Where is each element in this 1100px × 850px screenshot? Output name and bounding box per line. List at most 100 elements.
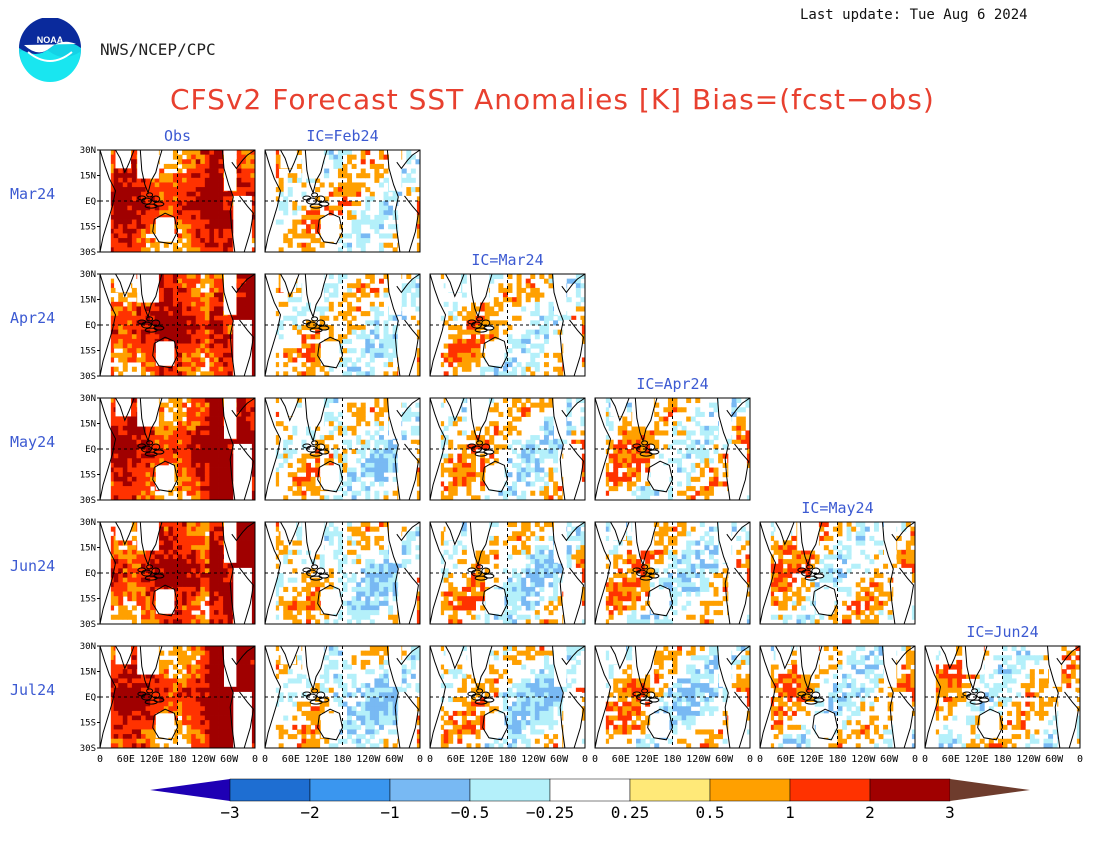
map-panel xyxy=(594,397,751,501)
coastline xyxy=(221,521,236,625)
coastline xyxy=(404,567,419,625)
land-mask xyxy=(155,217,175,242)
coastline xyxy=(231,397,256,418)
land-mask xyxy=(563,319,582,376)
island-outline xyxy=(302,195,312,201)
coastline xyxy=(882,645,896,749)
land-mask xyxy=(224,274,237,315)
land-mask xyxy=(100,522,111,624)
land-mask xyxy=(224,522,237,563)
coastline xyxy=(264,397,282,501)
lon-tick-label: 60W xyxy=(550,754,569,765)
land-mask xyxy=(302,274,324,303)
island-outline xyxy=(146,440,154,446)
island-outline xyxy=(153,697,165,703)
land-mask xyxy=(155,465,175,490)
island-outline xyxy=(471,321,482,329)
coastline xyxy=(726,521,751,542)
lat-tick-label: 15S xyxy=(80,347,96,357)
island-outline xyxy=(153,573,165,579)
coastline xyxy=(469,397,493,443)
land-mask xyxy=(233,443,252,500)
coastline xyxy=(99,521,117,625)
island-outline xyxy=(153,201,165,207)
lon-tick-label: 120E xyxy=(965,754,989,765)
coastline xyxy=(734,567,750,625)
land-mask xyxy=(265,522,276,624)
land-mask xyxy=(445,522,461,541)
coastline xyxy=(280,397,300,422)
coastline xyxy=(561,645,586,666)
coastline xyxy=(264,273,282,377)
coastline xyxy=(152,212,179,245)
coastline xyxy=(717,521,731,625)
land-mask xyxy=(100,274,111,376)
lat-tick-label: 15N xyxy=(80,296,96,306)
land-mask xyxy=(115,522,131,541)
lat-tick-label: 30N xyxy=(80,270,96,280)
land-mask xyxy=(389,150,402,191)
coastline xyxy=(99,149,117,253)
land-mask xyxy=(775,646,791,665)
land-mask xyxy=(430,274,441,376)
lat-tick-label: EQ xyxy=(85,569,96,579)
lat-tick-label: 30N xyxy=(80,642,96,652)
land-mask xyxy=(389,646,402,687)
coastline xyxy=(429,645,447,749)
lon-tick-label: 120W xyxy=(356,754,381,765)
coastline xyxy=(231,645,256,666)
map-panel xyxy=(429,273,586,377)
coastline xyxy=(561,273,586,294)
lon-tick-label: 60E xyxy=(282,754,300,765)
island-outline xyxy=(641,688,649,694)
island-outline xyxy=(306,693,317,701)
land-mask xyxy=(650,713,670,738)
coastline xyxy=(717,645,731,749)
land-mask xyxy=(389,522,402,563)
land-mask xyxy=(280,274,296,293)
row-label: Jul24 xyxy=(10,681,55,699)
row-label: Mar24 xyxy=(10,185,55,203)
land-mask xyxy=(115,646,131,665)
coastline xyxy=(775,645,795,670)
lat-tick-label: EQ xyxy=(85,197,96,207)
island-outline xyxy=(801,569,812,577)
coastline xyxy=(115,645,135,670)
coastline xyxy=(726,645,751,666)
coastline xyxy=(429,397,447,501)
coastline xyxy=(115,273,135,298)
coastline xyxy=(634,397,658,443)
coastline xyxy=(552,397,566,501)
colorbar-segment xyxy=(869,778,951,802)
lon-tick-label: 0 xyxy=(592,754,598,765)
lon-tick-label: 120E xyxy=(635,754,659,765)
colorbar-tick-label: 0.5 xyxy=(696,803,725,822)
lat-tick-label: 15N xyxy=(80,668,96,678)
coastline xyxy=(594,645,612,749)
lat-tick-label: 15S xyxy=(80,471,96,481)
land-mask xyxy=(233,195,252,252)
coastline xyxy=(99,273,117,377)
island-outline xyxy=(978,697,990,703)
coastline xyxy=(940,645,960,670)
panel-frame xyxy=(924,645,1081,749)
land-mask xyxy=(467,274,489,303)
land-mask xyxy=(728,691,747,748)
coastline xyxy=(1064,691,1080,749)
lon-tick-label: 60W xyxy=(1045,754,1064,765)
panel-frame xyxy=(594,397,751,501)
coastline xyxy=(799,521,823,567)
land-mask xyxy=(302,150,324,179)
org-label: NWS/NCEP/CPC xyxy=(100,40,216,59)
map-panel xyxy=(264,645,421,749)
land-mask xyxy=(430,398,441,500)
land-mask xyxy=(137,150,159,179)
coastline xyxy=(280,645,300,670)
lat-tick-label: 15S xyxy=(80,719,96,729)
island-outline xyxy=(311,564,319,570)
island-outline xyxy=(137,319,147,325)
lon-tick-label: 60E xyxy=(942,754,960,765)
colorbar-tick-label: 3 xyxy=(945,803,955,822)
land-mask xyxy=(115,398,131,417)
lon-tick-label: 180 xyxy=(333,754,351,765)
